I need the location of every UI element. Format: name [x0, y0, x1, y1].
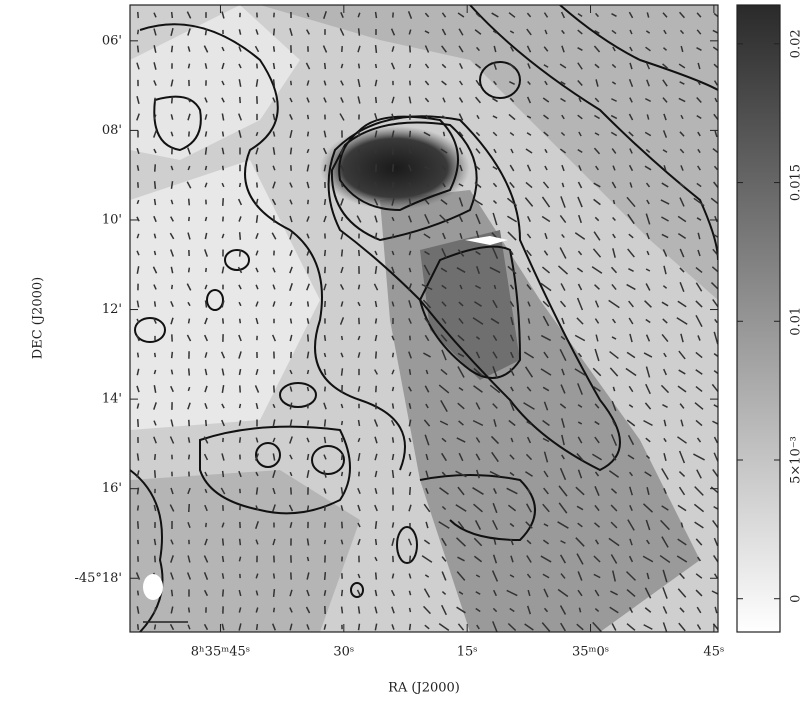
colorbar-tick-label: 0.02 [789, 29, 804, 58]
x-tick-label: 15ˢ [457, 645, 478, 660]
figure: RA (J2000) DEC (J2000) 8ʰ35ᵐ45ˢ 30ˢ 15ˢ 35ᵐ… [0, 0, 806, 701]
map-image [130, 5, 721, 633]
y-tick-label: 16' [102, 481, 122, 496]
x-tick-label: 30ˢ [333, 645, 354, 660]
colorbar-tick-label: 5×10⁻³ [789, 436, 804, 484]
y-tick-label: 06' [102, 33, 122, 48]
x-tick-label: 45ˢ [703, 645, 724, 660]
y-axis-title: DEC (J2000) [31, 277, 46, 359]
colorbar-tick-label: 0.01 [789, 307, 804, 336]
colorbar-tick-label: 0.015 [789, 164, 804, 201]
x-axis-title: RA (J2000) [388, 681, 460, 696]
x-tick-label: 35ᵐ0ˢ [572, 645, 609, 660]
colorbar [737, 5, 780, 632]
y-tick-label: 10' [102, 212, 122, 227]
y-tick-label: -45°18' [74, 571, 122, 586]
y-tick-label: 12' [102, 302, 122, 317]
y-tick-label: 08' [102, 123, 122, 138]
x-tick-label: 8ʰ35ᵐ45ˢ [191, 645, 250, 660]
y-tick-label: 14' [102, 392, 122, 407]
colorbar-tick-label: 0 [789, 595, 804, 603]
